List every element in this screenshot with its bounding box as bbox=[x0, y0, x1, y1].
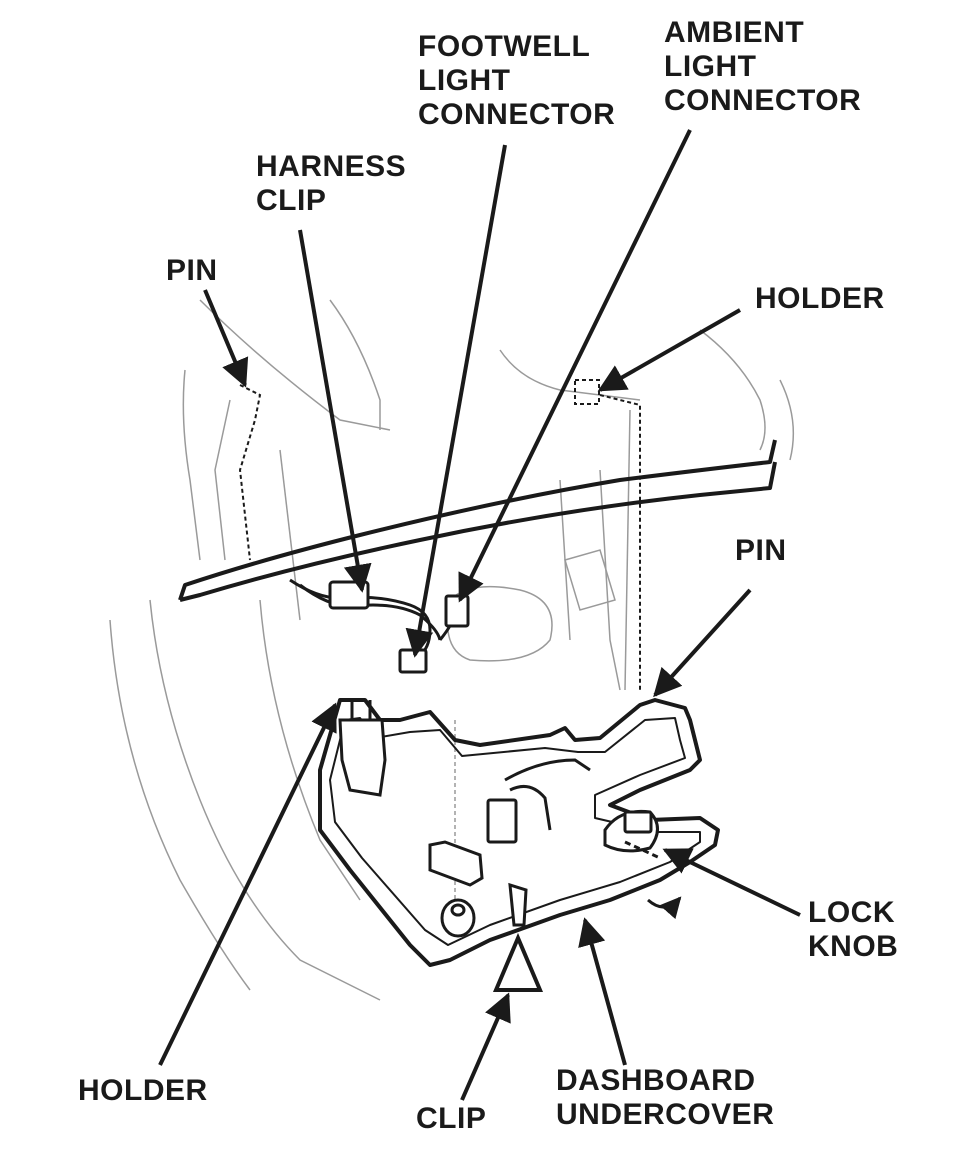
label-pin-right: PIN bbox=[735, 534, 787, 567]
label-lock-knob: LOCK KNOB bbox=[808, 896, 899, 963]
wire-harness bbox=[289, 578, 591, 782]
center-tabs bbox=[428, 784, 552, 938]
upper-holder-dashed bbox=[574, 379, 600, 405]
leader-pin-upper-left bbox=[203, 289, 249, 388]
mounting-boss bbox=[440, 898, 476, 938]
label-holder-lower-left: HOLDER bbox=[78, 1074, 208, 1107]
label-clip-bottom: CLIP bbox=[416, 1102, 487, 1135]
label-dashboard-undercover: DASHBOARD UNDERCOVER bbox=[556, 1064, 775, 1131]
leader-harness-clip bbox=[298, 229, 372, 593]
leader-footwell-light-connector bbox=[405, 144, 507, 658]
label-holder-upper-right: HOLDER bbox=[755, 282, 885, 315]
dashboard-upper-panel bbox=[178, 439, 777, 602]
leader-pin-right bbox=[653, 588, 752, 698]
leader-holder-upper-right bbox=[597, 308, 741, 392]
lock-knob-body bbox=[603, 809, 682, 920]
leader-holder-lower-left bbox=[158, 702, 337, 1066]
left-holder bbox=[338, 700, 387, 797]
label-footwell-light-connector: FOOTWELL LIGHT CONNECTOR bbox=[418, 30, 616, 131]
label-pin-upper-left: PIN bbox=[166, 254, 218, 287]
leader-lock-knob bbox=[662, 848, 801, 917]
background-structure bbox=[109, 299, 795, 1001]
undercover-panel bbox=[318, 698, 720, 967]
leader-lines bbox=[158, 129, 801, 1101]
leader-clip-bottom bbox=[460, 992, 511, 1101]
leader-dashboard-undercover bbox=[578, 917, 627, 1066]
hidden-mounts bbox=[238, 379, 641, 690]
label-ambient-light-connector: AMBIENT LIGHT CONNECTOR bbox=[664, 16, 862, 117]
ambient-light-connector-body bbox=[444, 594, 470, 628]
connectors bbox=[328, 580, 470, 674]
clip-triangle-marker bbox=[492, 932, 544, 992]
label-harness-clip: HARNESS CLIP bbox=[256, 150, 407, 217]
footwell-light-connector-body bbox=[398, 648, 428, 674]
leader-ambient-light-connector bbox=[458, 129, 692, 603]
